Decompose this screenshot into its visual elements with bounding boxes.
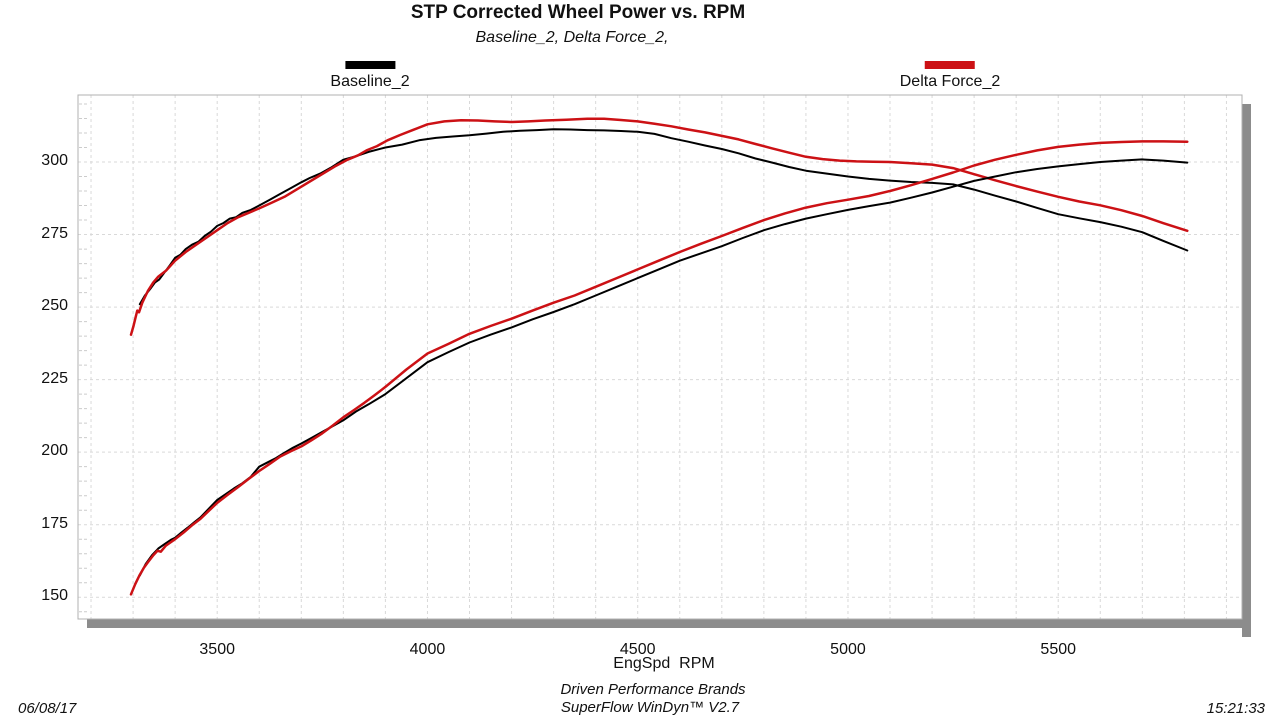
series-line-baseline-2-upper-curve xyxy=(138,128,1189,306)
footer-date: 06/08/17 xyxy=(18,700,77,717)
series-line-baseline-2-lower-curve xyxy=(138,158,1189,577)
footer-time: 15:21:33 xyxy=(1206,700,1265,717)
footer-brand-line: Driven Performance Brands xyxy=(560,681,746,698)
x-axis-title: EngSpd RPM xyxy=(613,655,715,672)
y-tick-label: 150 xyxy=(41,587,68,605)
plot-background xyxy=(78,95,1242,619)
chart-subtitle: Baseline_2, Delta Force_2, xyxy=(475,29,669,46)
y-tick-label: 275 xyxy=(41,224,68,242)
series-line-delta-force-2-lower-curve xyxy=(129,140,1189,596)
plot-shadow-right xyxy=(1242,104,1251,637)
y-tick-label: 175 xyxy=(41,514,68,532)
x-tick-label: 4000 xyxy=(409,641,446,658)
plot-border xyxy=(77,94,1243,620)
x-tick-label: 5500 xyxy=(1040,641,1077,658)
legend-item-baseline-2: Baseline_2 xyxy=(330,61,410,91)
y-tick-label: 200 xyxy=(41,442,68,460)
y-tick-label: 250 xyxy=(41,297,68,315)
y-tick-label: 300 xyxy=(41,152,68,170)
baseline-2-color-swatch xyxy=(344,61,395,69)
footer-software-line: SuperFlow WinDyn™ V2.7 xyxy=(560,699,740,716)
plot-shadow-bottom xyxy=(87,619,1251,628)
x-tick-label: 3500 xyxy=(199,641,235,658)
series-line-delta-force-2-upper-curve xyxy=(129,117,1189,336)
x-tick-label: 4500 xyxy=(619,641,656,658)
delta-force-2-color-swatch xyxy=(925,61,975,69)
legend-label: Baseline_2 xyxy=(330,73,410,90)
legend-item-delta-force-2: Delta Force_2 xyxy=(899,61,1001,91)
x-tick-label: 5000 xyxy=(830,641,866,658)
chart-title: STP Corrected Wheel Power vs. RPM xyxy=(410,2,746,23)
legend-label: Delta Force_2 xyxy=(899,73,1001,90)
y-tick-label: 225 xyxy=(41,369,68,387)
